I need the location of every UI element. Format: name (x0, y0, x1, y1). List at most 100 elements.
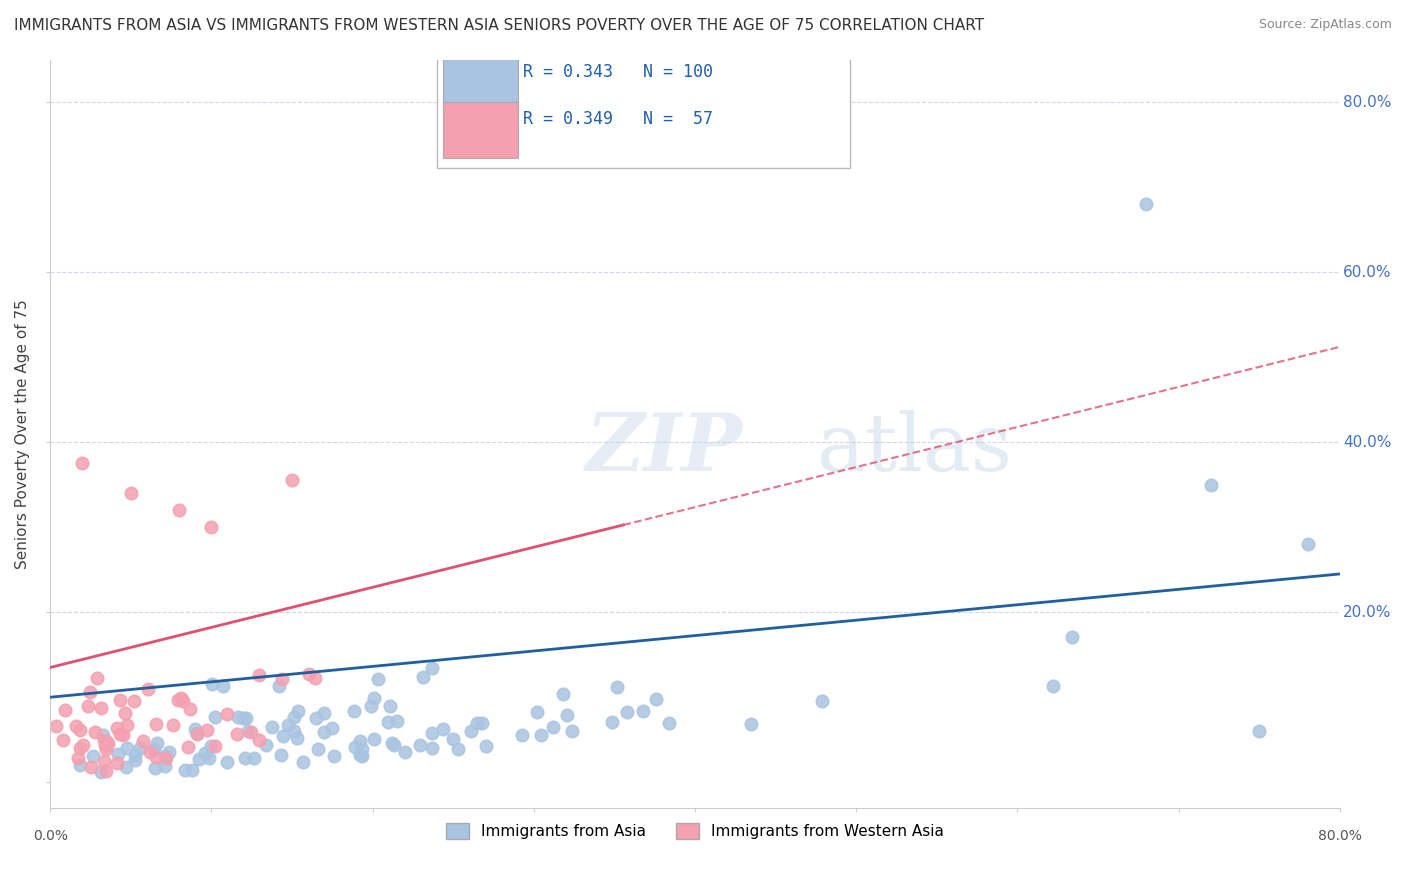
Point (67, 751, 90, 765)
Point (90, 764, 112, 779)
Text: 20.0%: 20.0% (1343, 605, 1392, 620)
Point (90, 701, 112, 715)
Point (526, 706, 548, 720)
Point (228, 710, 250, 724)
Point (91, 728, 114, 742)
Point (283, 724, 305, 739)
Point (93, 754, 115, 768)
Point (1135, 197, 1157, 211)
Point (194, 746, 217, 760)
Point (277, 718, 299, 732)
Point (69, 741, 91, 756)
Point (412, 670, 434, 684)
Point (105, 721, 128, 735)
Point (180, 763, 202, 777)
Point (183, 723, 205, 737)
Point (602, 714, 624, 729)
Point (270, 673, 292, 687)
Text: 0.0%: 0.0% (32, 829, 67, 843)
Point (236, 723, 259, 738)
Point (146, 736, 169, 750)
Point (136, 681, 159, 696)
Point (186, 727, 208, 741)
Point (94, 738, 117, 752)
Text: IMMIGRANTS FROM ASIA VS IMMIGRANTS FROM WESTERN ASIA SENIORS POVERTY OVER THE AG: IMMIGRANTS FROM ASIA VS IMMIGRANTS FROM … (14, 18, 984, 33)
Point (380, 698, 402, 713)
Point (447, 742, 470, 756)
Point (360, 698, 382, 713)
Point (167, 503, 190, 517)
Text: R = 0.343   N = 100: R = 0.343 N = 100 (523, 63, 713, 81)
Point (114, 760, 136, 774)
Point (120, 486, 142, 500)
Point (93, 732, 115, 747)
Point (72, 739, 94, 753)
Point (69, 723, 91, 737)
Point (367, 672, 389, 686)
Text: 80.0%: 80.0% (1317, 829, 1362, 843)
Point (212, 680, 235, 694)
Point (349, 734, 371, 748)
Legend: Immigrants from Asia, Immigrants from Western Asia: Immigrants from Asia, Immigrants from We… (440, 817, 950, 845)
Point (115, 718, 138, 732)
Point (352, 742, 374, 756)
Point (77, 699, 100, 714)
Point (166, 692, 188, 706)
Point (94, 764, 117, 779)
Point (143, 761, 166, 775)
Point (200, 739, 222, 753)
Point (155, 751, 177, 765)
Point (1060, 630, 1083, 644)
Point (169, 691, 191, 706)
Point (441, 731, 464, 746)
Point (422, 741, 444, 756)
Point (363, 732, 385, 747)
Point (132, 734, 155, 748)
Point (215, 707, 238, 722)
Point (177, 739, 200, 754)
Point (247, 732, 270, 747)
Point (307, 742, 329, 756)
Point (305, 711, 328, 725)
Point (204, 710, 226, 724)
Point (215, 755, 238, 769)
Point (172, 693, 194, 707)
Point (233, 751, 256, 765)
Point (269, 679, 291, 693)
Point (247, 668, 270, 682)
Point (298, 667, 321, 681)
Point (1296, 537, 1319, 551)
Point (254, 738, 277, 752)
Point (1249, 724, 1271, 739)
Point (107, 747, 129, 762)
Point (343, 704, 366, 718)
FancyBboxPatch shape (437, 37, 849, 168)
Point (195, 723, 218, 737)
Point (606, 680, 628, 694)
Point (541, 720, 564, 734)
Point (658, 716, 681, 731)
Point (153, 759, 176, 773)
Point (385, 714, 408, 728)
Point (394, 745, 416, 759)
Point (124, 753, 146, 767)
Point (200, 520, 222, 534)
Point (349, 747, 371, 762)
Text: 40.0%: 40.0% (1343, 434, 1392, 450)
Point (204, 739, 226, 753)
Point (174, 763, 197, 777)
Point (363, 691, 385, 706)
Point (323, 748, 346, 763)
Point (645, 691, 668, 706)
Point (145, 750, 167, 764)
Point (343, 739, 366, 754)
Point (271, 730, 294, 744)
Point (1042, 679, 1064, 693)
Point (96, 735, 118, 749)
Point (112, 728, 135, 742)
Point (105, 756, 128, 771)
Point (475, 739, 498, 754)
Point (811, 694, 834, 708)
Point (84, 725, 107, 739)
Point (143, 741, 166, 756)
